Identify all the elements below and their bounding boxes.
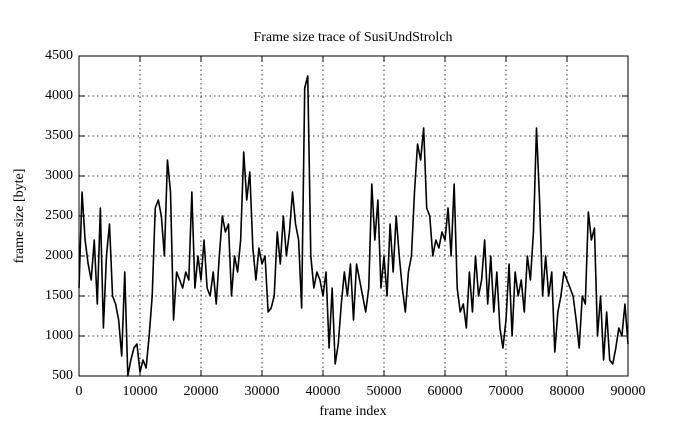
x-tick-label: 50000 <box>367 384 402 399</box>
x-tick-label: 0 <box>76 384 83 399</box>
x-tick-label: 80000 <box>550 384 585 399</box>
y-axis-label: frame size [byte] <box>12 169 27 264</box>
y-tick-label: 2000 <box>45 248 73 263</box>
y-tick-label: 4500 <box>45 48 73 63</box>
plot-frame <box>78 55 629 377</box>
x-tick-label: 70000 <box>489 384 524 399</box>
x-tick-label: 30000 <box>245 384 280 399</box>
y-tick-label: 1500 <box>45 288 73 303</box>
y-tick-label: 3000 <box>45 168 73 183</box>
x-tick-label: 40000 <box>306 384 341 399</box>
x-tick-label: 90000 <box>611 384 646 399</box>
x-axis-label: frame index <box>319 404 386 419</box>
y-tick-label: 3500 <box>45 128 73 143</box>
y-tick-label: 500 <box>52 368 73 383</box>
x-tick-label: 60000 <box>428 384 463 399</box>
y-tick-label: 4000 <box>45 88 73 103</box>
y-tick-label: 2500 <box>45 208 73 223</box>
x-tick-label: 20000 <box>184 384 219 399</box>
y-tick-label: 1000 <box>45 328 73 343</box>
x-tick-label: 10000 <box>123 384 158 399</box>
data-line <box>78 75 629 377</box>
chart-title: Frame size trace of SusiUndStrolch <box>253 30 452 45</box>
